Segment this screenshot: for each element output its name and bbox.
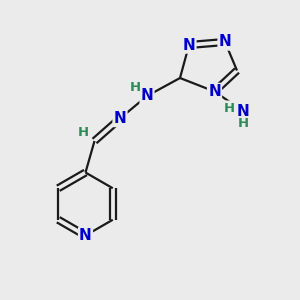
Text: N: N (208, 84, 221, 99)
Text: N: N (141, 88, 153, 104)
Text: N: N (219, 34, 231, 50)
Text: H: H (77, 126, 89, 139)
Text: H: H (224, 101, 235, 115)
Text: N: N (114, 111, 126, 126)
Text: N: N (79, 228, 92, 243)
Text: N: N (183, 38, 195, 52)
Text: N: N (237, 103, 249, 118)
Text: H: H (130, 81, 141, 94)
Text: H: H (237, 117, 249, 130)
